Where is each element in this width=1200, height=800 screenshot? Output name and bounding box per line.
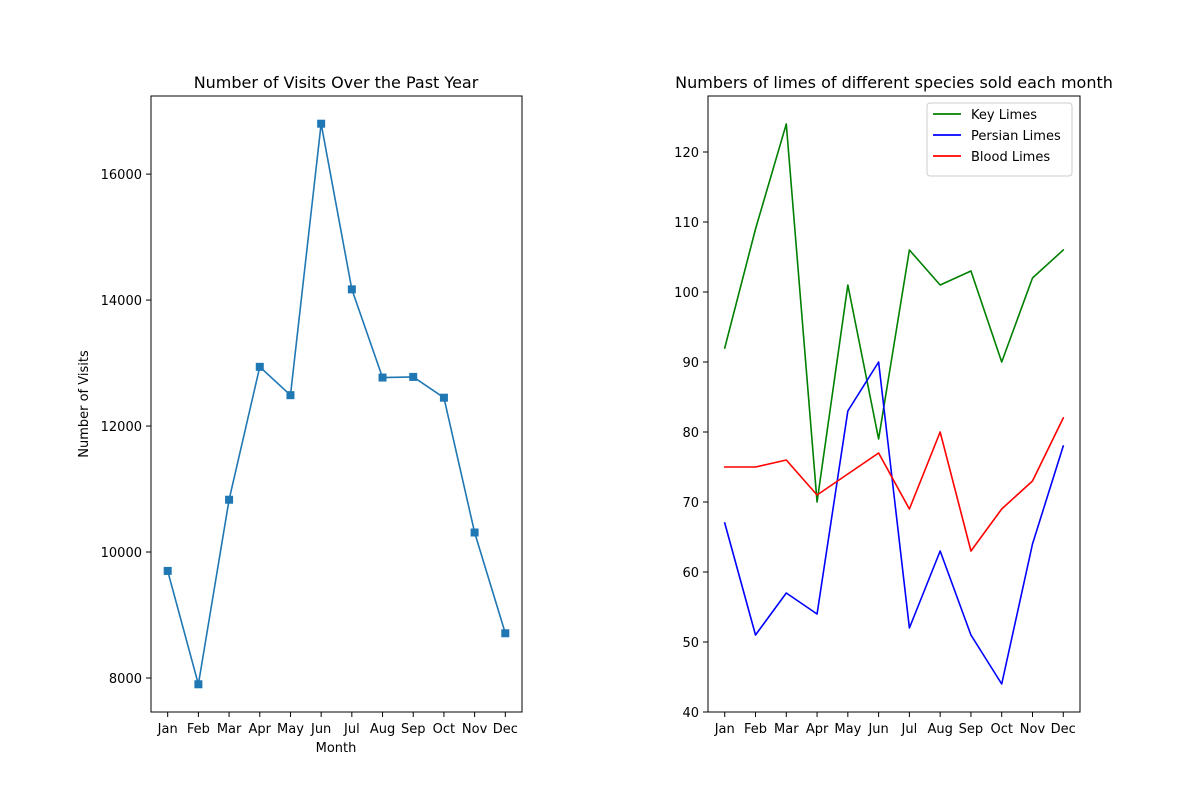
x-tick-label-apr: Apr xyxy=(806,722,829,737)
y-tick-label-8000: 8000 xyxy=(109,672,142,687)
legend-label-key-limes: Key Limes xyxy=(971,108,1037,123)
data-point-feb xyxy=(194,680,203,689)
data-point-nov xyxy=(470,528,479,537)
limes-chart: Numbers of limes of different species so… xyxy=(674,73,1113,737)
x-tick-label-nov: Nov xyxy=(1020,722,1046,737)
legend-label-blood-limes: Blood Limes xyxy=(971,150,1050,165)
data-point-aug xyxy=(378,373,387,382)
x-tick-label-apr: Apr xyxy=(249,722,272,737)
chart-title: Numbers of limes of different species so… xyxy=(675,73,1113,92)
x-tick-label-dec: Dec xyxy=(493,722,518,737)
series-line-persian-limes xyxy=(723,361,1065,685)
axes-frame xyxy=(150,95,523,713)
legend-label-persian-limes: Persian Limes xyxy=(971,129,1061,144)
y-tick-label-100: 100 xyxy=(674,286,699,301)
x-tick-label-aug: Aug xyxy=(370,722,395,737)
y-tick-label-12000: 12000 xyxy=(101,420,142,435)
data-point-apr xyxy=(255,362,264,371)
legend-box xyxy=(926,102,1073,177)
x-tick-label-mar: Mar xyxy=(774,722,799,737)
series-line-blood-limes xyxy=(723,416,1065,552)
y-tick-label-90: 90 xyxy=(682,356,699,371)
data-point-mar xyxy=(225,495,234,504)
y-tick-label-120: 120 xyxy=(674,146,699,161)
plot-area: Jan Feb Mar Apr May Jun Jul Aug Sep Oct Nov Dec 40 50… xyxy=(674,95,1081,737)
y-tick-label-110: 110 xyxy=(674,216,699,231)
x-tick-label-jan: Jan xyxy=(157,722,178,737)
data-point-jun xyxy=(317,119,326,128)
y-tick-label-40: 40 xyxy=(682,706,699,721)
chart-title: Number of Visits Over the Past Year xyxy=(194,73,479,92)
data-point-jan xyxy=(163,566,172,575)
series-line-key-limes xyxy=(723,123,1065,503)
y-tick-label-16000: 16000 xyxy=(101,168,142,183)
y-tick-label-10000: 10000 xyxy=(101,546,142,561)
axes-frame xyxy=(707,95,1081,713)
y-tick-label-80: 80 xyxy=(682,426,699,441)
x-tick-label-oct: Oct xyxy=(433,722,455,737)
y-tick-label-14000: 14000 xyxy=(101,294,142,309)
x-tick-label-jul: Jul xyxy=(343,722,360,737)
x-axis-label: Month xyxy=(316,741,357,756)
data-point-may xyxy=(286,391,295,400)
data-point-dec xyxy=(501,629,510,638)
x-tick-label-aug: Aug xyxy=(927,722,952,737)
legend: Key Limes Persian Limes Blood Limes xyxy=(926,102,1073,177)
y-axis-label: Number of Visits xyxy=(77,350,92,458)
x-tick-label-mar: Mar xyxy=(217,722,242,737)
x-tick-label-jun: Jun xyxy=(310,722,331,737)
y-tick-label-60: 60 xyxy=(682,566,699,581)
x-tick-label-jan: Jan xyxy=(714,722,735,737)
data-point-jul xyxy=(347,285,356,294)
y-tick-label-50: 50 xyxy=(682,636,699,651)
x-tick-label-dec: Dec xyxy=(1051,722,1076,737)
x-tick-label-may: May xyxy=(277,722,304,737)
x-tick-label-feb: Feb xyxy=(744,722,767,737)
x-tick-label-sep: Sep xyxy=(401,722,426,737)
plot-area: Jan Feb Mar Apr May Jun Jul Aug Sep Oct Nov Dec 8000… xyxy=(101,95,523,737)
series-line-visits xyxy=(166,122,507,686)
x-tick-label-may: May xyxy=(834,722,861,737)
visits-chart: Number of Visits Over the Past Year Mont… xyxy=(77,73,523,756)
x-tick-label-jul: Jul xyxy=(901,722,918,737)
data-point-sep xyxy=(409,372,418,381)
x-tick-label-nov: Nov xyxy=(462,722,488,737)
x-tick-label-jun: Jun xyxy=(867,722,888,737)
x-tick-label-feb: Feb xyxy=(187,722,210,737)
y-tick-label-70: 70 xyxy=(682,496,699,511)
x-tick-label-oct: Oct xyxy=(990,722,1012,737)
x-tick-label-sep: Sep xyxy=(959,722,984,737)
data-point-oct xyxy=(439,393,448,402)
